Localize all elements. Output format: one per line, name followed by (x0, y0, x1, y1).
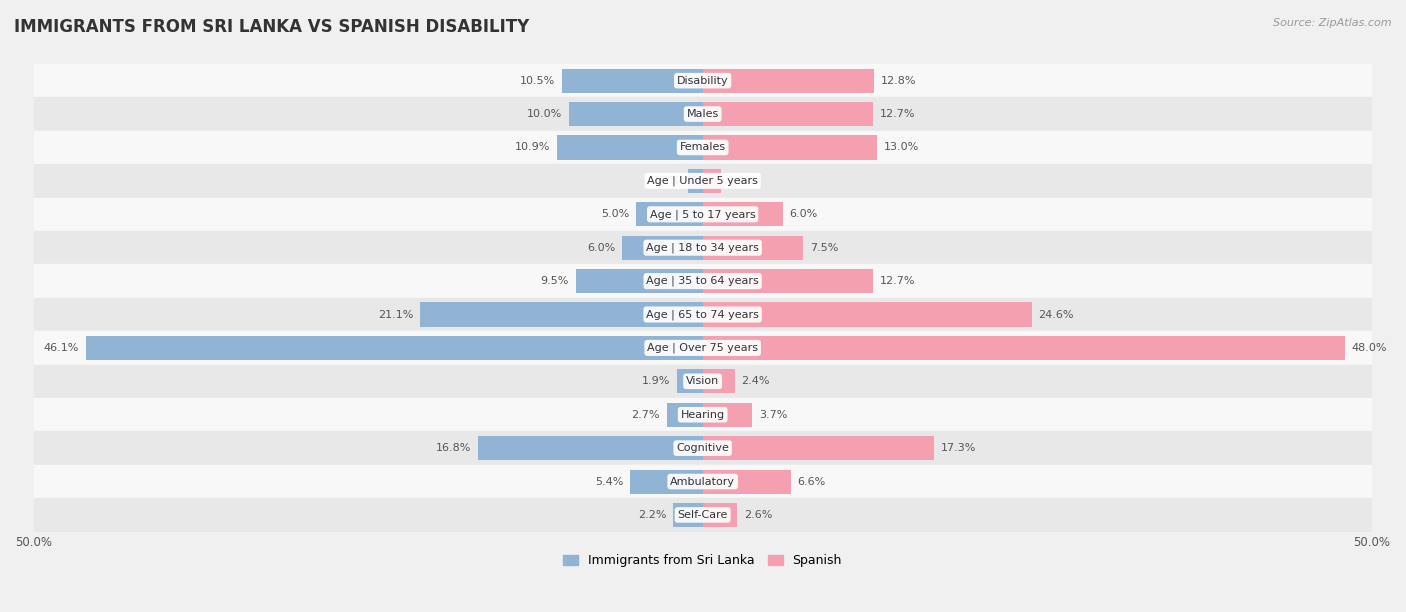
Text: 16.8%: 16.8% (436, 443, 471, 453)
Text: 21.1%: 21.1% (378, 310, 413, 319)
Bar (557, 135, 703, 160)
Bar (34, 331, 1372, 365)
Bar (34, 264, 1372, 298)
Text: Cognitive: Cognitive (676, 443, 730, 453)
Text: Vision: Vision (686, 376, 720, 386)
Text: IMMIGRANTS FROM SRI LANKA VS SPANISH DISABILITY: IMMIGRANTS FROM SRI LANKA VS SPANISH DIS… (14, 18, 529, 36)
Bar (703, 102, 873, 126)
Text: 10.5%: 10.5% (520, 76, 555, 86)
Text: Hearing: Hearing (681, 409, 724, 420)
Bar (703, 169, 721, 193)
Text: 1.9%: 1.9% (643, 376, 671, 386)
Text: 1.1%: 1.1% (652, 176, 682, 186)
Text: 6.0%: 6.0% (588, 243, 616, 253)
Bar (678, 369, 703, 394)
Bar (630, 469, 703, 493)
Bar (34, 298, 1372, 331)
Bar (666, 403, 703, 427)
Bar (703, 302, 1032, 327)
Text: 9.5%: 9.5% (540, 276, 569, 286)
Text: 24.6%: 24.6% (1039, 310, 1074, 319)
Text: Males: Males (686, 109, 718, 119)
Bar (34, 465, 1372, 498)
Bar (34, 164, 1372, 198)
Text: 6.0%: 6.0% (790, 209, 818, 219)
Text: 12.7%: 12.7% (879, 276, 915, 286)
Bar (673, 503, 703, 527)
Text: 5.0%: 5.0% (600, 209, 628, 219)
Text: 1.4%: 1.4% (728, 176, 756, 186)
Legend: Immigrants from Sri Lanka, Spanish: Immigrants from Sri Lanka, Spanish (558, 549, 846, 572)
Text: 3.7%: 3.7% (759, 409, 787, 420)
Text: Age | Under 5 years: Age | Under 5 years (647, 176, 758, 186)
Bar (34, 365, 1372, 398)
Text: Age | 5 to 17 years: Age | 5 to 17 years (650, 209, 755, 220)
Text: 6.6%: 6.6% (797, 477, 825, 487)
Text: 17.3%: 17.3% (941, 443, 976, 453)
Text: 2.7%: 2.7% (631, 409, 659, 420)
Bar (34, 431, 1372, 465)
Bar (703, 202, 783, 226)
Bar (34, 498, 1372, 532)
Text: Age | 65 to 74 years: Age | 65 to 74 years (647, 309, 759, 319)
Text: 10.9%: 10.9% (515, 143, 550, 152)
Text: Disability: Disability (676, 76, 728, 86)
Text: Females: Females (679, 143, 725, 152)
Bar (34, 131, 1372, 164)
Text: Age | 35 to 64 years: Age | 35 to 64 years (647, 276, 759, 286)
Bar (703, 469, 792, 493)
Bar (478, 436, 703, 460)
Bar (420, 302, 703, 327)
Text: 46.1%: 46.1% (44, 343, 79, 353)
Bar (703, 269, 873, 293)
Text: 10.0%: 10.0% (527, 109, 562, 119)
Text: 2.4%: 2.4% (741, 376, 770, 386)
Bar (703, 135, 877, 160)
Text: Age | Over 75 years: Age | Over 75 years (647, 343, 758, 353)
Text: 2.6%: 2.6% (744, 510, 772, 520)
Text: 2.2%: 2.2% (638, 510, 666, 520)
Text: Source: ZipAtlas.com: Source: ZipAtlas.com (1274, 18, 1392, 28)
Bar (575, 269, 703, 293)
Bar (34, 64, 1372, 97)
Bar (703, 403, 752, 427)
Bar (703, 236, 803, 259)
Text: 12.7%: 12.7% (879, 109, 915, 119)
Bar (34, 231, 1372, 264)
Text: 13.0%: 13.0% (883, 143, 918, 152)
Bar (703, 369, 735, 394)
Bar (703, 69, 875, 92)
Bar (34, 398, 1372, 431)
Text: 7.5%: 7.5% (810, 243, 838, 253)
Bar (703, 503, 738, 527)
Bar (562, 69, 703, 92)
Text: Self-Care: Self-Care (678, 510, 728, 520)
Text: 48.0%: 48.0% (1351, 343, 1388, 353)
Bar (703, 436, 934, 460)
Text: Age | 18 to 34 years: Age | 18 to 34 years (647, 242, 759, 253)
Text: 12.8%: 12.8% (880, 76, 917, 86)
Bar (688, 169, 703, 193)
Bar (34, 97, 1372, 131)
Text: Ambulatory: Ambulatory (671, 477, 735, 487)
Bar (623, 236, 703, 259)
Bar (34, 198, 1372, 231)
Bar (569, 102, 703, 126)
Bar (636, 202, 703, 226)
Bar (86, 336, 703, 360)
Text: 5.4%: 5.4% (595, 477, 624, 487)
Bar (703, 336, 1346, 360)
